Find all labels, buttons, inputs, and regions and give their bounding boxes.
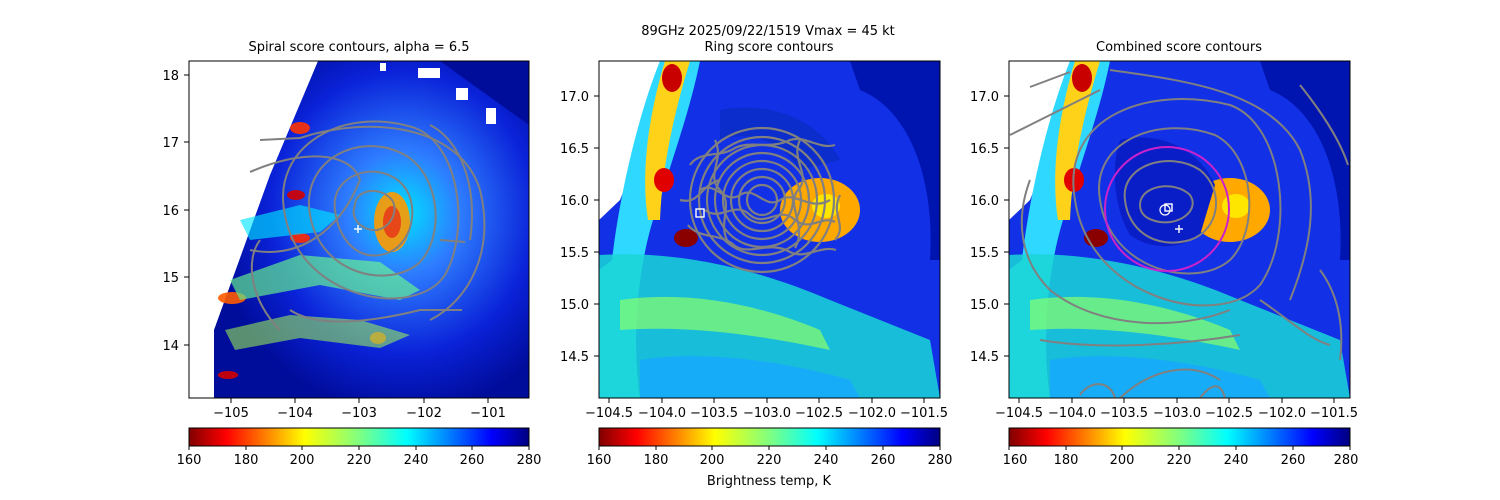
panel-title: Combined score contours (1096, 40, 1262, 55)
panel-title: Ring score contours (704, 40, 833, 55)
colorbar-tick: 180 (234, 453, 259, 468)
x-tick-label: −104.0 (638, 406, 686, 421)
x-tick-label: −104.0 (1048, 406, 1096, 421)
colorbar-tick: 260 (871, 453, 896, 468)
y-axis: 14 15 16 17 18 (162, 69, 189, 354)
marker-square (1164, 203, 1173, 212)
colorbar-tick: 200 (1110, 453, 1135, 468)
x-tick-label: −102.5 (795, 406, 843, 421)
x-tick-label: −104 (277, 406, 313, 421)
spiral-contours (249, 120, 486, 331)
colorbar-tick: 280 (1334, 453, 1359, 468)
x-tick-label: −105 (213, 406, 249, 421)
y-tick-label: 17 (162, 136, 179, 151)
colorbar-tick: 180 (1054, 453, 1079, 468)
panel-ring: Ring score contours (560, 40, 952, 489)
panel-spiral: Spiral score contours, alpha = 6.5 (162, 40, 541, 468)
marker-square (695, 208, 705, 218)
y-tick-label: 14.5 (560, 350, 589, 365)
colorbar-tick: 240 (814, 453, 839, 468)
marker-plus (1175, 225, 1183, 233)
colorbar-tick: 180 (644, 453, 669, 468)
axes-frame (598, 60, 941, 399)
y-tick-label: 15.0 (970, 298, 999, 313)
y-tick-label: 14 (162, 339, 179, 354)
x-axis: −104.5 −104.0 −103.5 −103.0 −102.5 −102.… (585, 398, 948, 421)
x-tick-label: −103.5 (1100, 406, 1148, 421)
colorbar-tick: 160 (587, 453, 612, 468)
y-tick-label: 16.5 (970, 142, 999, 157)
x-tick-label: −104.5 (585, 406, 633, 421)
x-tick-label: −102.5 (1205, 406, 1253, 421)
y-tick-label: 16.5 (560, 142, 589, 157)
x-tick-label: −101.5 (1310, 406, 1358, 421)
colorbar-tick: 220 (757, 453, 782, 468)
heatmap-spiral (189, 61, 529, 398)
missing-data (380, 63, 496, 124)
axes-frame (1008, 60, 1351, 399)
colorbar-label: Brightness temp, K (707, 474, 832, 489)
colorbar-tick: 220 (347, 453, 372, 468)
colorbar-tick: 240 (1224, 453, 1249, 468)
colorbar-tick: 220 (1167, 453, 1192, 468)
x-tick-label: −104.5 (995, 406, 1043, 421)
panel-title: Spiral score contours, alpha = 6.5 (248, 40, 469, 55)
figure-suptitle: 89GHz 2025/09/22/1519 Vmax = 45 kt (641, 24, 895, 39)
x-tick-label: −103.5 (690, 406, 738, 421)
x-tick-label: −101.5 (900, 406, 948, 421)
combined-contours (1009, 69, 1349, 398)
y-tick-label: 15 (162, 271, 179, 286)
marker-plus (354, 225, 362, 233)
colorbar-tick: 160 (1003, 453, 1028, 468)
x-tick-label: −102.0 (1258, 406, 1306, 421)
x-tick-label: −101 (470, 406, 506, 421)
colorbar-tick: 200 (700, 453, 725, 468)
y-tick-label: 16.0 (970, 194, 999, 209)
ring-circle (1104, 146, 1230, 272)
colorbar-tick: 160 (177, 453, 202, 468)
y-axis: 14.5 15.0 15.5 16.0 16.5 17.0 (970, 90, 1009, 365)
x-tick-label: −103.0 (1153, 406, 1201, 421)
panel-combined: Combined score contours (970, 40, 1358, 468)
y-tick-label: 17.0 (970, 90, 999, 105)
x-tick-label: −103 (341, 406, 377, 421)
colorbar-tick: 280 (928, 453, 953, 468)
colorbar-tick: 200 (290, 453, 315, 468)
colorbar: 160 180 200 220 240 260 280 (1003, 427, 1359, 468)
x-axis: −104.5 −104.0 −103.5 −103.0 −102.5 −102.… (995, 398, 1358, 421)
y-tick-label: 18 (162, 69, 179, 84)
x-tick-label: −102 (406, 406, 442, 421)
y-tick-label: 15.5 (560, 246, 589, 261)
y-tick-label: 14.5 (970, 350, 999, 365)
colorbar: 160 180 200 220 240 260 280 (177, 427, 542, 468)
y-tick-label: 15.0 (560, 298, 589, 313)
y-tick-label: 16.0 (560, 194, 589, 209)
colorbar: 160 180 200 220 240 260 280 (587, 427, 953, 468)
y-tick-label: 15.5 (970, 246, 999, 261)
y-tick-label: 16 (162, 204, 179, 219)
x-tick-label: −102.0 (848, 406, 896, 421)
heatmap-combined (1009, 61, 1350, 398)
x-axis: −105 −104 −103 −102 −101 (213, 398, 506, 421)
colorbar-tick: 260 (1281, 453, 1306, 468)
y-axis: 14.5 15.0 15.5 16.0 16.5 17.0 (560, 90, 599, 365)
heatmap-ring (599, 61, 940, 398)
colorbar-tick: 260 (460, 453, 485, 468)
colorbar-tick: 280 (517, 453, 542, 468)
x-tick-label: −103.0 (743, 406, 791, 421)
y-tick-label: 17.0 (560, 90, 589, 105)
colorbar-tick: 240 (404, 453, 429, 468)
ring-score-contours (679, 126, 842, 274)
